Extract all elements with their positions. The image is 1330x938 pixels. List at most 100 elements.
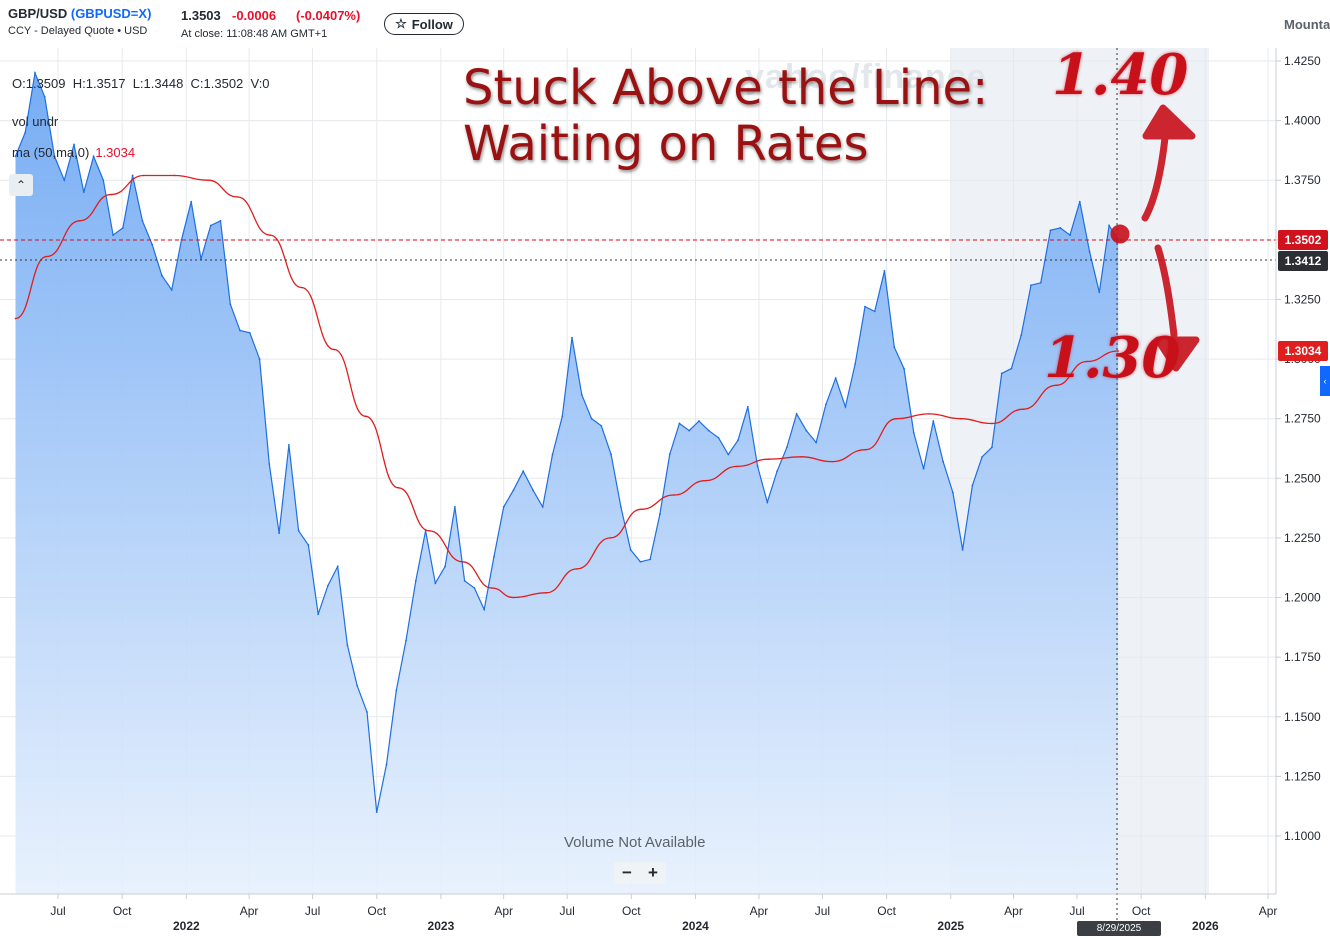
quote-header: GBP/USD (GBPUSD=X) CCY - Delayed Quote •… (0, 0, 1330, 48)
y-tick-label: 1.2750 (1284, 412, 1321, 426)
ma-point (1055, 384, 1057, 387)
price-point (24, 131, 27, 134)
ma-point (269, 234, 271, 236)
ohlc-legend: O:1.3509 H:1.3517 L:1.3448 C:1.3502 V:0 (12, 76, 270, 91)
price-point (893, 346, 896, 349)
price-point (600, 424, 603, 427)
price-point (327, 584, 329, 587)
ma-point (959, 417, 962, 420)
follow-button[interactable]: ☆ Follow (384, 13, 464, 35)
price-point (864, 305, 866, 308)
price-point (53, 155, 56, 158)
last-price: 1.3503 (181, 8, 221, 23)
price-point (639, 560, 642, 563)
price-point (170, 289, 173, 291)
price-point (883, 269, 886, 272)
x-tick-label: 2026 (1192, 919, 1219, 933)
price-point (756, 465, 759, 468)
volume-indicator-label[interactable]: vol undr (12, 114, 59, 129)
price-point (551, 453, 554, 456)
annotation-title: Stuck Above the Line: Waiting on Rates (463, 60, 989, 172)
ma-point (1117, 350, 1119, 352)
price-area (15, 72, 1119, 894)
price-point (766, 501, 769, 504)
y-tick-label: 1.3250 (1284, 292, 1321, 306)
ma-point (640, 508, 642, 511)
price-point (258, 358, 261, 360)
price-point (307, 544, 310, 546)
x-tick-label: Oct (622, 904, 641, 918)
price-point (239, 329, 241, 332)
collapse-legend-button[interactable]: ⌃ (9, 174, 33, 196)
price-point (971, 484, 974, 487)
ticker-link[interactable]: (GBPUSD=X) (70, 6, 152, 21)
ma-point (831, 460, 833, 463)
up-arrow-head (1142, 104, 1196, 140)
price-point (649, 558, 652, 561)
price-point (14, 155, 17, 158)
price-point (200, 258, 202, 260)
down-arrow-shaft (1154, 244, 1178, 339)
price-point (385, 763, 388, 766)
price-point (561, 415, 564, 418)
price-line (14, 70, 1119, 813)
ma-point (333, 348, 335, 351)
zoom-in-button[interactable]: + (648, 863, 658, 882)
x-tick-label: Oct (1132, 904, 1151, 918)
price-point (346, 644, 349, 647)
price-point (707, 429, 710, 432)
price-point (727, 453, 730, 456)
star-icon: ☆ (395, 16, 407, 31)
ma-point (207, 179, 209, 182)
side-panel-toggle[interactable]: ‹ (1320, 366, 1330, 396)
price-point (1108, 224, 1110, 227)
ma-point (491, 587, 493, 589)
price-point (131, 174, 134, 177)
price-point (834, 377, 837, 380)
symbol-title: GBP/USD (GBPUSD=X) (8, 6, 151, 21)
y-tick-label: 1.1250 (1284, 769, 1321, 783)
quote-subtitle: CCY - Delayed Quote • USD (8, 25, 148, 37)
price-point (1020, 334, 1023, 337)
price-point (317, 613, 320, 616)
price-point (1059, 227, 1062, 229)
crosshair-date-tag: 8/29/2025 (1077, 921, 1161, 936)
price-point (795, 413, 798, 415)
timezone-label[interactable]: Mounta (1284, 17, 1330, 32)
price-point (678, 422, 681, 425)
x-tick-label: Apr (240, 904, 259, 918)
price-point (483, 608, 486, 611)
price-point (43, 95, 46, 98)
ma-point (173, 174, 176, 177)
ma-point (397, 487, 400, 489)
price-point (580, 393, 583, 396)
y-tick-label: 1.4250 (1284, 54, 1321, 68)
ma-point (767, 458, 770, 461)
price-point (229, 303, 232, 306)
current-price-dot (1110, 224, 1130, 244)
x-tick-label: Apr (1259, 904, 1278, 918)
price-area-layer (15, 72, 1119, 894)
up-arrow-shaft (1141, 124, 1170, 222)
price-point (512, 489, 515, 492)
price-point (453, 506, 456, 508)
ma-point (110, 193, 112, 196)
ma-point (236, 196, 239, 198)
price-point (932, 420, 935, 422)
ma-price-tag: 1.3034 (1278, 341, 1328, 361)
price-point (414, 579, 417, 582)
zoom-out-button[interactable]: − (622, 863, 632, 882)
price-point (746, 405, 749, 408)
price-point (1000, 372, 1003, 375)
price-point (268, 463, 271, 465)
price-point (981, 455, 984, 458)
price-point (844, 405, 847, 408)
crosshair-price-tag: 1.3412 (1278, 251, 1328, 271)
price-point (248, 331, 251, 334)
y-tick-label: 1.2500 (1284, 471, 1321, 485)
moving-average-indicator[interactable]: ma (50,ma,0) 1.3034 (12, 145, 135, 160)
price-point (1030, 284, 1032, 287)
price-point (493, 556, 495, 558)
price-point (405, 639, 407, 642)
